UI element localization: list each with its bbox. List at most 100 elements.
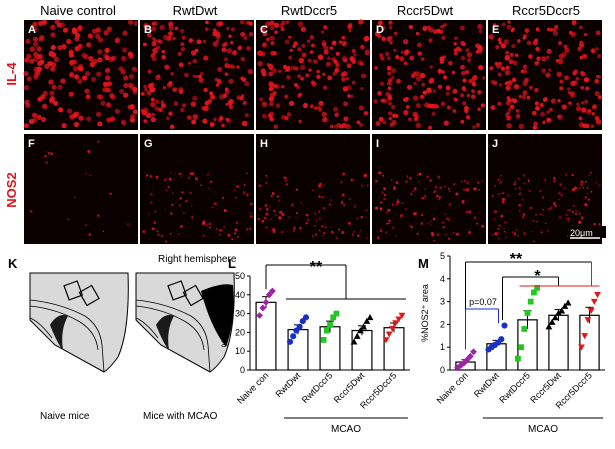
data-point	[594, 292, 601, 299]
data-point	[302, 314, 310, 321]
micrograph-nos2-0	[24, 134, 138, 244]
micrograph-nos2-3	[372, 134, 486, 244]
panel-letter-g: G	[144, 138, 153, 150]
data-point	[545, 323, 553, 330]
row-title-nos2: NOS2	[4, 172, 19, 207]
panel-k: K Right hemisphere Naive mice Mice with …	[8, 254, 237, 422]
panel-letter-f: F	[28, 138, 35, 150]
data-point	[350, 338, 358, 345]
data-point	[587, 308, 595, 315]
panel-letter-b: B	[144, 24, 152, 36]
micrograph-il4-2	[256, 19, 371, 130]
panel-k-right-caption: Mice with MCAO	[143, 411, 218, 422]
data-point	[578, 344, 585, 351]
data-point	[590, 298, 598, 305]
data-point	[360, 323, 367, 330]
category-label: Naive con	[235, 370, 270, 405]
data-point	[581, 333, 589, 340]
panel-letter-j: J	[492, 138, 498, 150]
data-point	[286, 338, 294, 345]
panel-letter-m: M	[418, 256, 429, 271]
data-point	[470, 348, 477, 356]
data-point	[382, 337, 390, 344]
data-point	[259, 304, 267, 312]
column-title-naive: Naive control	[40, 3, 116, 18]
scale-bar: 20μm	[568, 226, 606, 239]
panel-k-title: Right hemisphere	[158, 254, 237, 265]
data-point	[501, 322, 508, 329]
micrograph-grid	[23, 19, 602, 244]
y-tick-label: 2	[440, 319, 445, 329]
brain-section-naive	[29, 272, 129, 373]
bar	[319, 326, 341, 371]
data-point	[515, 355, 521, 362]
category-label: RwtDwt	[273, 370, 302, 399]
y-tick-label: 4	[440, 274, 445, 284]
data-point	[521, 326, 528, 332]
y-tick-label: 10	[235, 346, 245, 356]
data-point	[333, 310, 340, 317]
y-tick-label: 1	[440, 342, 445, 352]
sig-label-l: **	[310, 259, 323, 276]
data-point	[531, 289, 537, 296]
y-tick-label: 30	[235, 309, 245, 319]
column-title-rwtdccr5: RwtDccr5	[281, 3, 337, 18]
panel-letter-i: I	[376, 138, 379, 150]
data-point	[385, 331, 393, 338]
column-title-rccr5dccr5: Rccr5Dccr5	[512, 3, 580, 18]
scale-bar-label: 20μm	[570, 228, 593, 238]
panel-letter-c: C	[260, 24, 268, 36]
panel-letter-e: E	[492, 24, 499, 36]
data-point	[555, 309, 562, 316]
y-tick-label: 20	[235, 327, 245, 337]
group-label: MCAO	[331, 424, 361, 435]
data-point	[561, 302, 569, 309]
data-point	[363, 317, 371, 324]
sig-label-m-top: **	[510, 251, 523, 268]
micrograph-il4-3	[372, 20, 486, 130]
micrograph-il4-1	[140, 19, 254, 130]
bar	[255, 301, 277, 371]
data-point	[395, 316, 403, 323]
category-label: RwtDccr5	[497, 370, 532, 405]
bar	[383, 327, 405, 371]
y-tick-label: 0	[240, 365, 245, 375]
group-label: MCAO	[528, 424, 558, 435]
y-tick-label: 0	[440, 365, 445, 375]
data-point	[498, 336, 505, 343]
data-point	[534, 285, 540, 291]
data-point	[296, 323, 303, 330]
data-point	[265, 291, 273, 299]
column-titles: Naive control RwtDwt RwtDccr5 Rccr5Dwt R…	[40, 3, 580, 18]
data-point	[558, 307, 566, 314]
data-point	[323, 327, 330, 334]
data-point	[357, 327, 364, 334]
data-point	[548, 318, 556, 325]
micrograph-nos2-2	[256, 134, 370, 244]
y-tick-label: 50	[235, 271, 245, 281]
data-point	[398, 312, 406, 319]
panel-m-chart: M 0 1 2 3 4 5 %NOS2⁺ area Naive con RwtDwtRwtDcc…	[418, 251, 605, 435]
y-tick-label: 5	[440, 251, 445, 261]
panel-l-chart: L 0 10 20 30 40 50 %IL-4⁺ area Naive con RwtDwtR…	[220, 256, 410, 435]
sig-label-m-mid: *	[534, 268, 541, 285]
brain-section-mcao	[135, 272, 235, 373]
data-point	[584, 317, 592, 324]
data-point	[330, 314, 337, 321]
micrograph-il4-4	[488, 20, 602, 130]
data-point	[524, 310, 531, 316]
p-value-label: p=0.07	[469, 297, 497, 307]
data-point	[518, 344, 524, 351]
micrograph-nos2-1	[140, 134, 254, 244]
micrograph-nos2-4	[488, 134, 602, 244]
panel-letter-l: L	[228, 256, 236, 271]
bar	[351, 329, 373, 371]
y-axis-label: %NOS2⁺ area	[420, 284, 430, 342]
column-title-rccr5dwt: Rccr5Dwt	[397, 3, 454, 18]
data-point	[389, 325, 396, 333]
panel-letter-h: H	[260, 138, 268, 150]
y-axis-label: %IL-4⁺ area	[220, 299, 230, 348]
bar	[579, 314, 600, 371]
panel-letters: A B C D E F G H I J	[28, 24, 499, 150]
